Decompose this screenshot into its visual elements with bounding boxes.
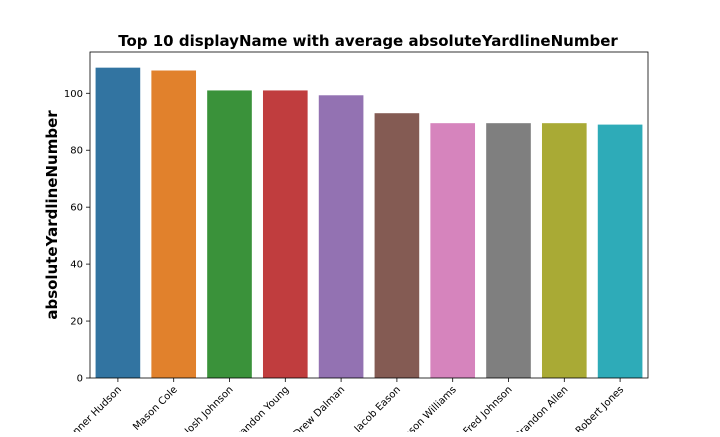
x-tick-label: Brandon Allen xyxy=(513,384,570,432)
chart-title: Top 10 displayName with average absolute… xyxy=(118,32,618,50)
bar xyxy=(95,67,141,378)
y-axis-label: absoluteYardlineNumber xyxy=(43,110,61,320)
bar xyxy=(207,90,252,378)
bar xyxy=(597,124,643,378)
y-tick-label: 80 xyxy=(70,146,83,157)
plot-frame xyxy=(89,51,649,379)
bar xyxy=(262,90,308,378)
bar xyxy=(318,95,364,378)
x-tick-label: Brandon Young xyxy=(230,384,291,432)
y-tick-label: 100 xyxy=(64,89,83,100)
y-tick-label: 40 xyxy=(70,260,83,271)
y-tick-label: 60 xyxy=(70,203,83,214)
bar xyxy=(374,113,420,379)
y-tick-label: 0 xyxy=(77,374,83,385)
x-tick-label: Mason Cole xyxy=(131,384,180,432)
x-tick-label: Tanner Hudson xyxy=(63,384,124,432)
x-tick-label: Drew Dalman xyxy=(291,384,347,432)
bar xyxy=(151,70,197,378)
y-tick-label: 20 xyxy=(70,317,83,328)
x-tick-label: Josh Johnson xyxy=(182,384,235,432)
x-tick-label: Jacob Eason xyxy=(352,384,403,432)
x-tick-label: Robert Jones xyxy=(574,384,626,432)
bar xyxy=(486,123,531,379)
bar xyxy=(430,123,476,379)
bar xyxy=(541,123,587,379)
plot-area: 0 20 40 60 80 100 Tanner Hudson Mason Cole Josh … xyxy=(63,51,649,437)
x-tick-label: Fred Johnson xyxy=(462,384,515,432)
